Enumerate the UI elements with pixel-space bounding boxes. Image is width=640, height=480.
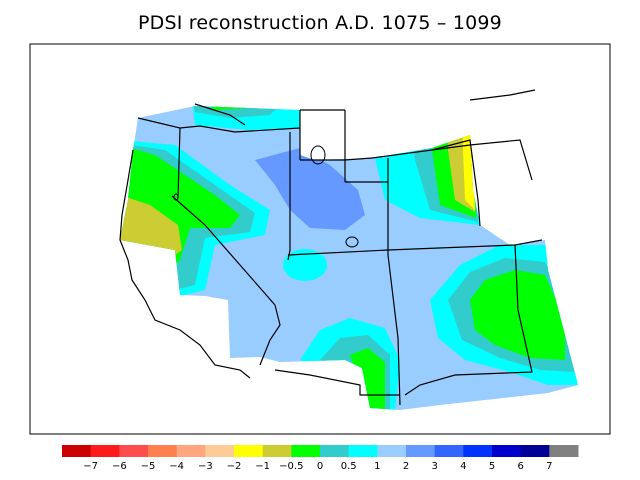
legend-tick-label: −5 <box>141 461 156 472</box>
border-or-north <box>137 117 301 133</box>
field-central-cyan <box>283 249 327 281</box>
legend-swatch <box>320 445 350 457</box>
map-frame <box>29 43 611 435</box>
map-title: PDSI reconstruction A.D. 1075 – 1099 <box>138 12 502 34</box>
lakes <box>173 145 359 248</box>
legend-tick-label: 7 <box>546 461 552 472</box>
legend-tick-label: 0.5 <box>341 461 357 472</box>
legend-swatch <box>119 445 149 457</box>
legend-swatch <box>234 445 264 457</box>
legend-swatch <box>291 445 321 457</box>
legend-swatch <box>90 445 120 457</box>
legend-tick-label: −6 <box>112 461 127 472</box>
legend-tick-label: −1 <box>255 461 270 472</box>
legend-tick-label: 4 <box>460 461 466 472</box>
state-borders <box>119 89 543 406</box>
legend-tick-label: 6 <box>517 461 523 472</box>
border-mn <box>469 139 533 181</box>
coastline-pacific <box>119 149 251 379</box>
border-or-ca <box>177 127 181 199</box>
legend-tick-label: −0.5 <box>279 461 303 472</box>
legend-swatch <box>492 445 522 457</box>
great-salt-lake <box>310 145 326 165</box>
border-nd-sd <box>469 89 536 101</box>
legend-swatch <box>434 445 464 457</box>
legend-swatch <box>62 445 92 457</box>
field-se-green <box>470 270 565 360</box>
legend-swatch <box>262 445 292 457</box>
border-wy-north <box>344 110 471 161</box>
legend-swatch <box>205 445 235 457</box>
border-co-ok <box>387 182 401 406</box>
legend-tick-label: 2 <box>403 461 409 472</box>
legend-swatch <box>463 445 493 457</box>
legend-tick-label: −2 <box>227 461 242 472</box>
legend-tick-labels: −7 −6 −5 −4 −3 −2 −1 −0.5 0 0.5 1 2 3 4 5 6 7 <box>83 461 552 472</box>
border-nm-tx <box>404 244 533 396</box>
legend-swatch <box>348 445 378 457</box>
legend-tick-label: 0 <box>317 461 323 472</box>
border-ut-az-co-nm <box>287 239 543 256</box>
field-wet-core <box>255 148 365 230</box>
legend-swatch <box>148 445 178 457</box>
legend-tick-label: −7 <box>83 461 98 472</box>
legend-swatch <box>520 445 550 457</box>
border-ca-nv <box>171 195 276 306</box>
legend-tick-label: 5 <box>489 461 495 472</box>
legend-swatch <box>549 445 579 457</box>
legend-swatch <box>176 445 206 457</box>
legend-swatch <box>406 445 436 457</box>
border-mx <box>274 369 400 396</box>
field-nw-olive <box>120 195 182 255</box>
field-north-teal <box>192 106 285 118</box>
border-nv-ut <box>287 132 291 261</box>
border-mt-id <box>194 103 246 126</box>
legend-tick-label: 3 <box>431 461 437 472</box>
legend-tick-label: −3 <box>198 461 213 472</box>
legend-swatch <box>377 445 407 457</box>
lake-powell <box>345 236 359 248</box>
legend-swatches <box>62 445 579 457</box>
border-az-ca <box>259 304 281 366</box>
border-ne-ks <box>431 139 481 227</box>
lake-tahoe <box>173 193 179 201</box>
legend-tick-label: 1 <box>374 461 380 472</box>
legend-tick-label: −4 <box>169 461 184 472</box>
